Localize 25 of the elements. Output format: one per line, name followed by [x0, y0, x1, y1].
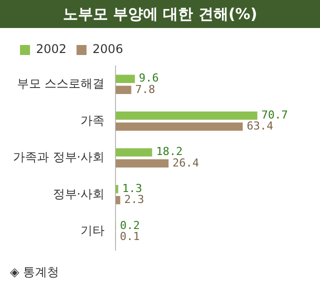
bar [116, 148, 152, 157]
data-label: 70.7 [261, 108, 288, 122]
y-tick-label: 가족과 정부·사회 [12, 150, 105, 164]
y-tick-label: 가족 [80, 113, 105, 128]
bar [116, 159, 169, 168]
y-tick-label: 기타 [80, 224, 105, 238]
bar [116, 74, 135, 83]
bar [116, 111, 258, 120]
legend-label: 2006 [92, 42, 124, 56]
data-label: 1.3 [122, 182, 142, 196]
legend-label: 2002 [36, 42, 67, 56]
chart-title: 노부모 부양에 대한 견해(%) [0, 0, 320, 28]
data-label: 0.2 [120, 218, 140, 232]
data-label: 9.6 [138, 72, 159, 85]
data-label: 7.8 [135, 82, 156, 96]
data-label: 0.1 [120, 230, 140, 243]
y-tick-label: 정부·사회 [52, 186, 105, 201]
bar [116, 122, 243, 131]
data-label: 18.2 [156, 145, 183, 158]
y-tick-label: 부모 스스로해결 [16, 76, 105, 91]
data-label: 63.4 [246, 120, 274, 133]
text: ◈ 통계청 [10, 264, 60, 281]
bar [116, 86, 132, 94]
data-label: 2.3 [124, 193, 144, 206]
data-label: 26.4 [172, 156, 200, 170]
